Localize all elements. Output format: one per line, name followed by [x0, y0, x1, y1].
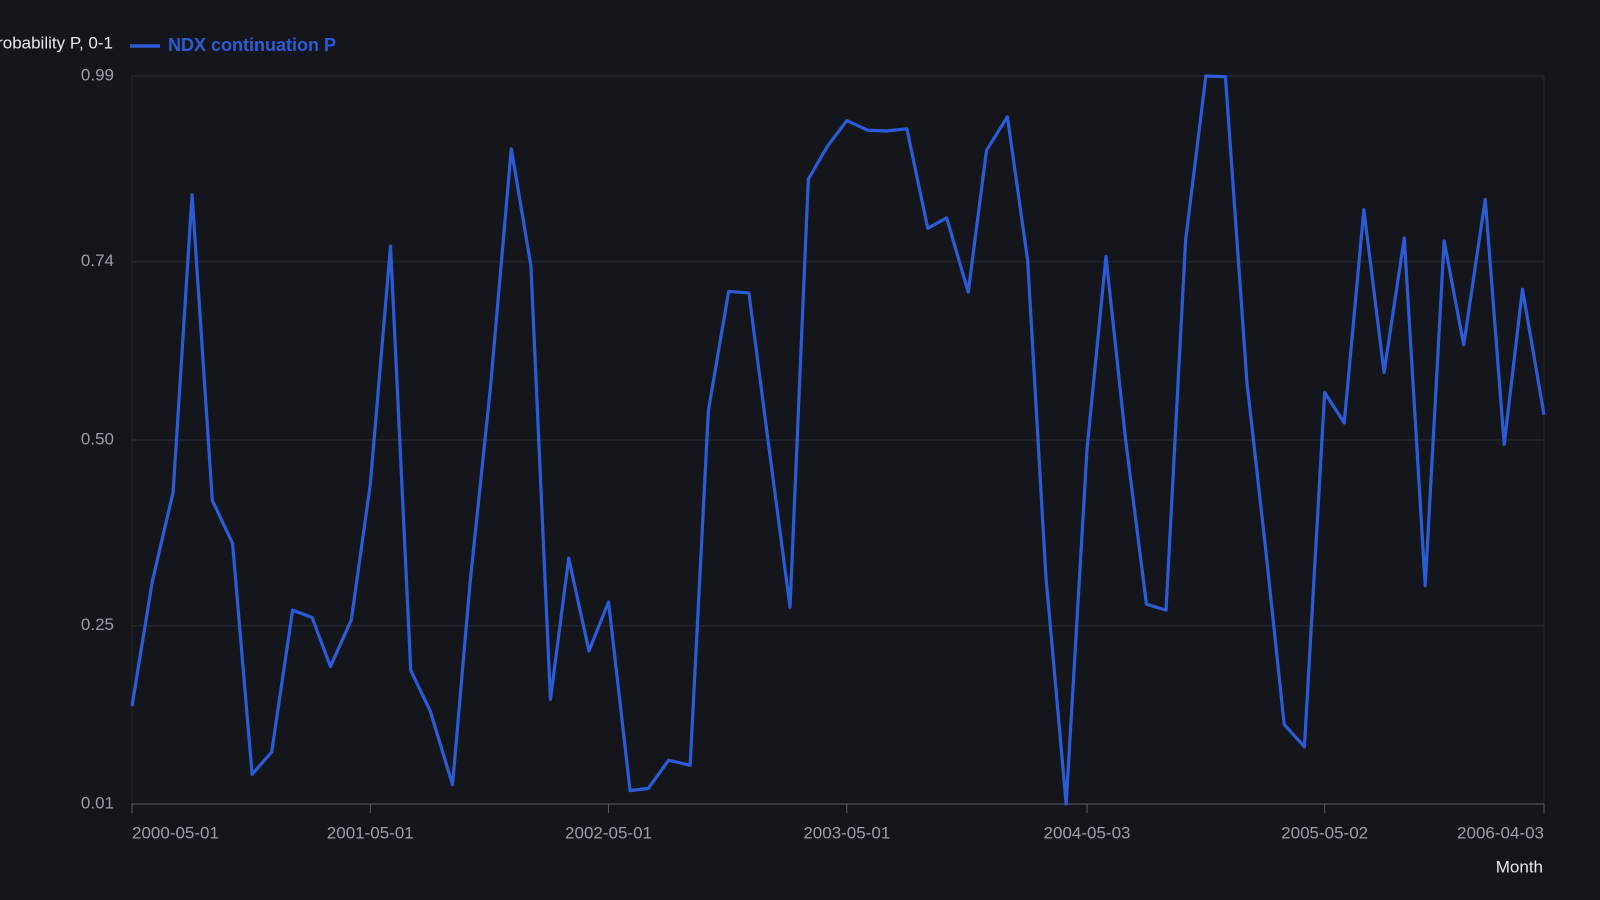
y-tick-label: 0.25: [81, 615, 114, 634]
legend-label: NDX continuation P: [168, 35, 336, 55]
x-tick-label: 2000-05-01: [132, 823, 219, 842]
x-tick-label: 2006-04-03: [1457, 823, 1544, 842]
y-tick-label: 0.74: [81, 251, 114, 270]
x-tick-label: 2001-05-01: [327, 823, 414, 842]
x-axis-label: Month: [1496, 857, 1543, 876]
y-tick-label: 0.50: [81, 429, 114, 448]
y-tick-label: 0.99: [81, 65, 114, 84]
x-tick-label: 2002-05-01: [565, 823, 652, 842]
x-tick-label: 2003-05-01: [803, 823, 890, 842]
y-tick-label: 0.01: [81, 793, 114, 812]
data-line: [130, 74, 1546, 806]
x-tick-label: 2005-05-02: [1281, 823, 1368, 842]
y-axis-label: Probability P, 0-1: [0, 33, 113, 52]
x-tick-label: 2004-05-03: [1044, 823, 1131, 842]
